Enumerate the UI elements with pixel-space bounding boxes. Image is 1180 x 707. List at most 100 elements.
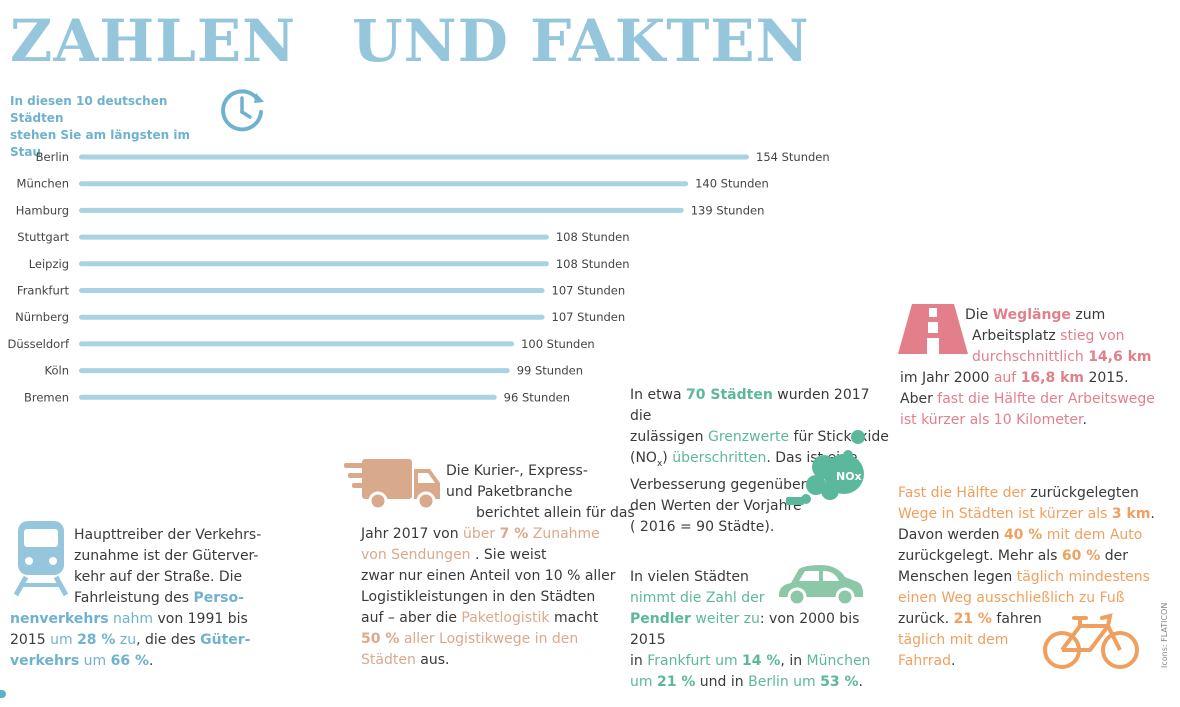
text-line: den Werten der Vorjahre (630, 497, 802, 514)
text-span: verkehrs (10, 653, 80, 669)
text-line: Logistikleistungen in den Städten (361, 589, 596, 605)
subtitle-line-1: In diesen 10 deutschen Städten (10, 94, 168, 125)
nitrogen-oxide-text: In etwa 70 Städten wurden 2017 die zuläs… (630, 385, 890, 538)
text-span: . (950, 653, 956, 669)
bar-value-label: 140 Stunden (695, 177, 769, 191)
text-span: Pendler (630, 611, 691, 627)
text-span: zu (115, 632, 137, 648)
text-span: um (50, 632, 78, 648)
text-line: Verbesserung gegenüber (630, 476, 807, 493)
bar-value-label: 96 Stunden (504, 390, 570, 404)
text-span: Wege in Städten ist kürzer als (898, 506, 1112, 522)
bar (79, 314, 545, 320)
text-span: Arbeitsplatz (972, 328, 1061, 344)
text-line: nenverkehrs nahm von 1991 bis (10, 609, 280, 630)
text-line: kehr auf der Straße. Die (74, 569, 243, 585)
bar (79, 207, 684, 213)
text-span: um (630, 674, 657, 690)
text-span: : von 2000 bis 2015 (630, 611, 860, 648)
bar-category-label: Nürnberg (15, 310, 69, 324)
text-span: macht (549, 610, 599, 626)
text-span: aller Logistikwege in den (399, 631, 579, 647)
text-line: im Jahr 2000 auf 16,8 km 2015. (900, 368, 1170, 389)
text-line: um 21 % und in Berlin um 53 %. (630, 672, 890, 693)
text-span: Städten (361, 652, 416, 668)
text-span: 53 % (820, 674, 859, 690)
text-span: stieg von (1060, 328, 1125, 344)
bar-value-label: 99 Stunden (517, 364, 583, 378)
text-line: Die Kurier-, Express- (446, 463, 588, 479)
text-span: Fahrrad (898, 653, 951, 669)
bar (79, 368, 510, 374)
truck-icon (344, 459, 440, 511)
text-span: der (1100, 548, 1129, 564)
text-span: Grenzwerte (708, 429, 790, 445)
text-span: 66 % (110, 653, 149, 669)
text-span: 70 Städten (686, 387, 773, 403)
text-line: Fahrleistung des Perso- (74, 588, 274, 609)
text-span: mit dem Auto (1042, 527, 1143, 543)
text-span: ist kürzer als 10 Kilometer (900, 412, 1083, 428)
text-span: München (806, 653, 871, 669)
text-span: Fast die Hälfte der (898, 485, 1031, 501)
text-span: , in (780, 653, 807, 669)
bar-value-label: 107 Stunden (552, 310, 626, 324)
text-span: 16,8 km (1020, 370, 1085, 386)
text-span: durchschnittlich (972, 349, 1089, 365)
text-span: von Sendungen (361, 547, 471, 563)
text-span: zurückgelegt. Mehr als (898, 548, 1062, 564)
bar (79, 394, 497, 400)
commute-distance-text-top: Die Weglänge zum Arbeitsplatz stieg von … (965, 305, 1172, 368)
text-line: und Paketbranche (446, 484, 573, 500)
text-line: zurückgelegt. Mehr als 60 % der (898, 546, 1158, 567)
text-line: zwar nur einen Anteil von 10 % aller (361, 568, 616, 584)
text-span: überschritten (672, 450, 767, 466)
bar-category-label: Berlin (36, 150, 69, 164)
text-line: durchschnittlich 14,6 km (972, 347, 1172, 368)
chart-subtitle: In diesen 10 deutschen Städten stehen Si… (10, 93, 220, 161)
text-line: zunahme ist der Güterver- (74, 548, 259, 564)
nox-pollution-icon: NOx (786, 430, 865, 505)
bar (79, 234, 549, 240)
text-line: Städten aus. (361, 650, 661, 671)
text-span: über (463, 526, 500, 542)
text-line: zurück. 21 % fahren (898, 609, 1158, 630)
bar (79, 261, 549, 267)
bar-value-label: 108 Stunden (556, 230, 630, 244)
text-line: Aber fast die Hälfte der Arbeitswege (900, 389, 1170, 410)
bar (79, 288, 545, 293)
parcel-logistics-text: berichtet allein für das Jahr 2017 von ü… (361, 503, 661, 671)
clock-icon (221, 89, 264, 132)
text-span: Aber (900, 391, 938, 407)
car-icon (779, 565, 863, 607)
nox-label: NOx (836, 470, 862, 483)
text-span: x (656, 458, 663, 469)
bar-category-label: Hamburg (16, 203, 69, 217)
icon-credit: Icons: FLATICON (1160, 602, 1169, 668)
text-span: . (1150, 506, 1155, 522)
road-icon (898, 304, 968, 354)
text-span: Frankfurt um (647, 653, 743, 669)
bar-value-label: 108 Stunden (556, 257, 630, 271)
bar (79, 341, 515, 347)
bar-value-label: 139 Stunden (691, 203, 765, 217)
text-span: (NO (630, 450, 657, 466)
text-span: 7 % (499, 526, 529, 542)
bar (79, 154, 749, 160)
text-span: Die (965, 307, 993, 323)
subtitle-line-2: stehen Sie am längsten im Stau (10, 128, 190, 159)
text-span: . Sie weist (470, 547, 547, 563)
text-span: weiter zu (690, 611, 760, 627)
text-span: . (858, 674, 863, 690)
text-span: in (630, 653, 648, 669)
text-span: im Jahr 2000 (900, 370, 994, 386)
text-span: Fahrleistung des (74, 590, 194, 606)
bar-category-label: Köln (45, 364, 70, 378)
text-span: 2015 (10, 632, 51, 648)
bicycle-text: Fast die Hälfte der zurückgelegten Wege … (898, 483, 1158, 672)
text-span: 40 % (1003, 527, 1043, 543)
bicycle-icon (1043, 613, 1139, 669)
text-line: In etwa 70 Städten wurden 2017 die (630, 385, 890, 427)
text-span: um (79, 653, 111, 669)
text-line: 2015 um 28 % zu, die des Güter- (10, 630, 280, 651)
